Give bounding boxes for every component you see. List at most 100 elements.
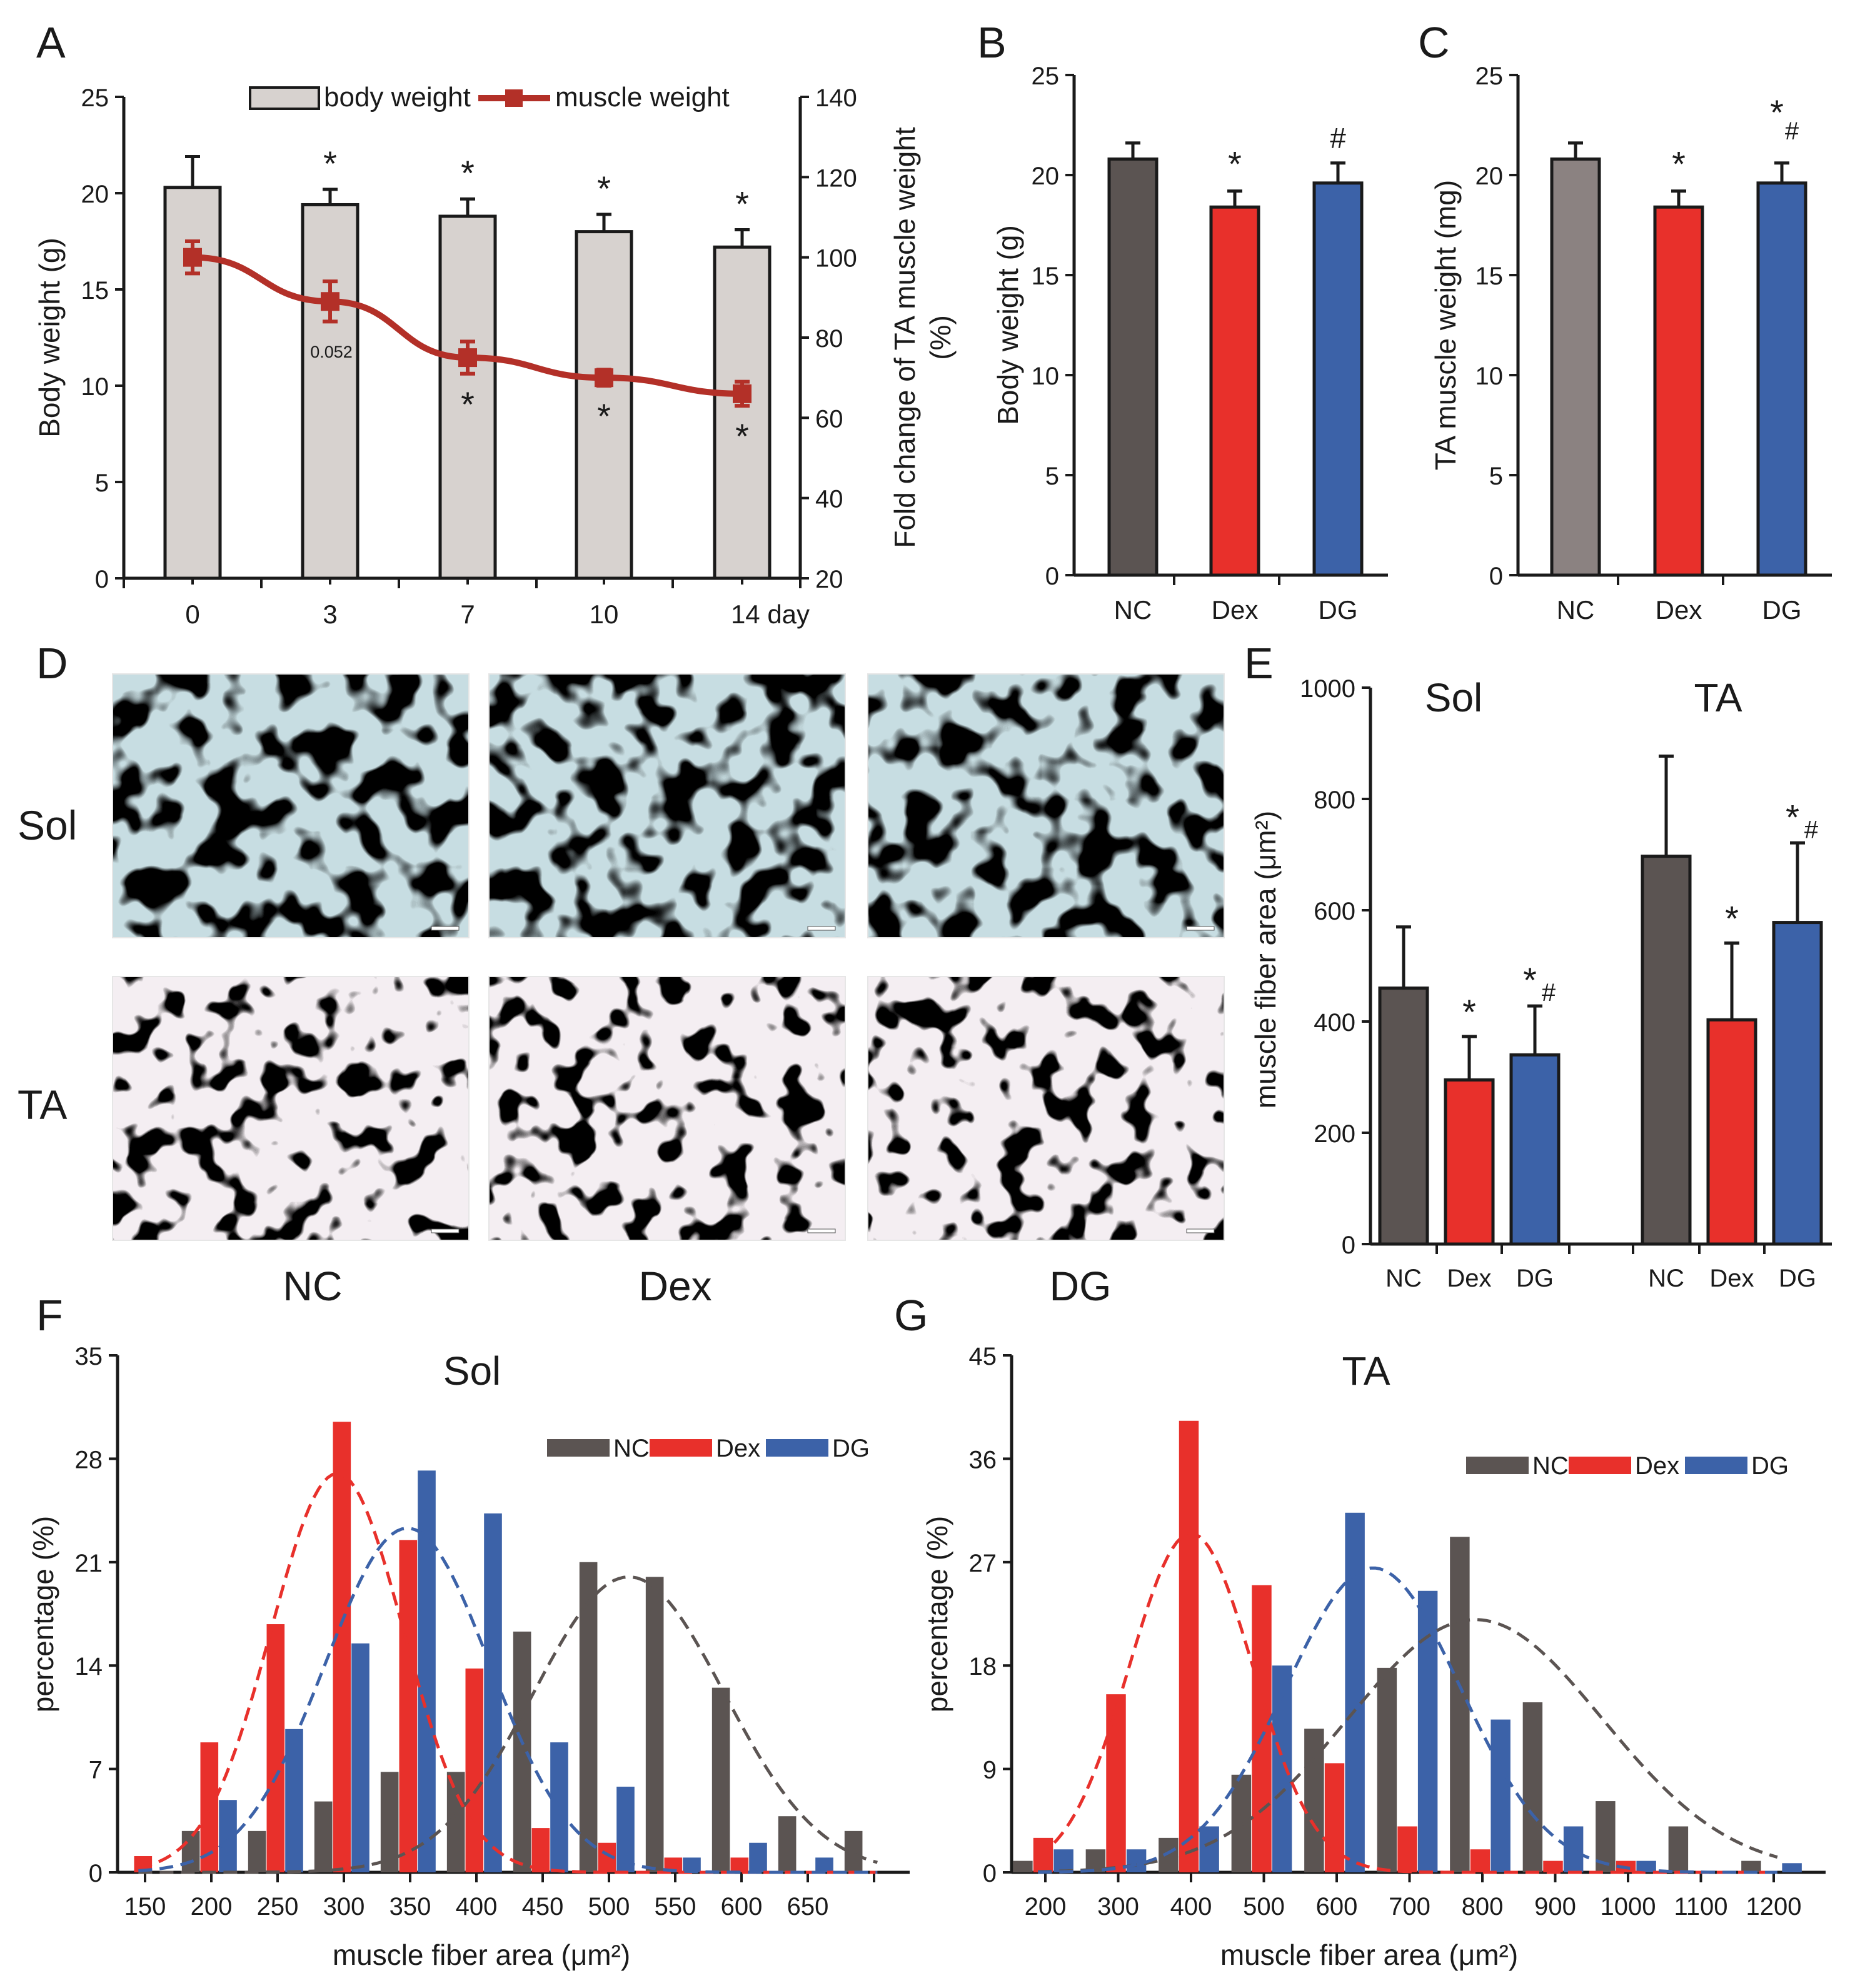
panel-a-significance: * * * * * * * bbox=[323, 144, 749, 456]
panel-f-y-tick-label: 35 bbox=[75, 1343, 103, 1370]
muscle-weight-marker bbox=[321, 292, 339, 311]
panel-c-significance-star: * bbox=[1770, 93, 1784, 132]
panel-g-bar-dg bbox=[1345, 1512, 1365, 1872]
panel-c-y-tick-label: 25 bbox=[1475, 63, 1504, 90]
panel-g-x-label: 800 bbox=[1462, 1893, 1504, 1920]
legend-muscle-weight-marker bbox=[505, 89, 523, 107]
panel-g-bar-dex bbox=[1033, 1837, 1053, 1872]
histology-ta-dex-tissue bbox=[489, 976, 845, 1240]
panel-c-bar-nc bbox=[1550, 157, 1601, 577]
panel-g-fit-curve-dg bbox=[1038, 1566, 1777, 1874]
panel-a-y-ticks: 0 5 10 15 20 25 bbox=[81, 84, 124, 593]
panel-g-legend-label-dg: DG bbox=[1751, 1452, 1789, 1480]
panel-g-legend-swatch-nc bbox=[1466, 1457, 1529, 1474]
panel-a-y-label: Body weight (g) bbox=[33, 238, 66, 438]
panel-e-significance-star: * bbox=[1462, 992, 1476, 1032]
histology-ta-nc-tissue bbox=[113, 976, 469, 1240]
panel-f-x-label: 550 bbox=[655, 1893, 696, 1920]
panel-g-fit-curve-dex bbox=[1037, 1532, 1777, 1874]
panel-f-bar-nc bbox=[248, 1830, 266, 1872]
panel-e-significance-star: * bbox=[1786, 797, 1799, 836]
panel-g-y-tick-label: 18 bbox=[969, 1653, 997, 1680]
panel-f-y-tick-label: 14 bbox=[75, 1653, 103, 1680]
panel-g-x-label: 1100 bbox=[1674, 1893, 1727, 1920]
histology-ta-nc-scale-bar bbox=[431, 1228, 460, 1233]
panel-e-y-tick-label: 1000 bbox=[1300, 675, 1355, 703]
panel-g-bar-dg bbox=[1126, 1849, 1147, 1872]
legend-body-weight-label: body weight bbox=[324, 82, 471, 113]
panel-e-bar-dg bbox=[1772, 921, 1823, 1246]
panel-g-legend: NC Dex DG bbox=[1466, 1452, 1789, 1480]
muscle-weight-marker bbox=[458, 348, 477, 368]
panel-d: Sol TA NC Dex DG bbox=[18, 673, 1225, 1309]
panel-f-y-tick-label: 0 bbox=[89, 1860, 103, 1887]
panel-g-legend-swatch-dg bbox=[1685, 1457, 1747, 1474]
panel-f-x-label: 250 bbox=[257, 1893, 299, 1920]
panel-c-x-label: NC bbox=[1557, 595, 1595, 625]
panel-f-x-label: 650 bbox=[787, 1893, 829, 1920]
histology-images bbox=[112, 673, 1225, 1241]
panel-f-x-label: 450 bbox=[522, 1893, 564, 1920]
histology-sol-nc-tissue bbox=[113, 674, 469, 938]
muscle-weight-line bbox=[192, 254, 743, 397]
panel-b-bar-dex bbox=[1209, 205, 1260, 577]
panel-g-title: TA bbox=[1342, 1348, 1390, 1393]
panel-f-bar-nc bbox=[844, 1830, 863, 1872]
panel-letters: A B C D E F G bbox=[36, 18, 1450, 1340]
panel-g-y-ticks: 0 9 18 27 36 45 bbox=[969, 1343, 1012, 1887]
panel-f-bar-dg bbox=[484, 1513, 502, 1872]
panel-a-y2-tick-label: 140 bbox=[815, 84, 857, 112]
muscle-weight-marker bbox=[183, 248, 202, 267]
panel-f-legend-label-dg: DG bbox=[832, 1435, 870, 1462]
panel-a-x-label: 14 day bbox=[731, 600, 810, 629]
histology-sol-dex-tissue bbox=[489, 674, 845, 938]
panel-f-title: Sol bbox=[443, 1348, 501, 1393]
panel-letter-f: F bbox=[36, 1291, 63, 1340]
panel-f-y-label: percentage (%) bbox=[27, 1516, 59, 1713]
panel-e-y-tick-label: 800 bbox=[1314, 786, 1355, 814]
panel-letter-g: G bbox=[894, 1291, 928, 1340]
panel-a-y2-tick-label: 60 bbox=[815, 405, 843, 433]
panel-f-bar-nc bbox=[513, 1631, 531, 1872]
panel-g-y-tick-label: 27 bbox=[969, 1550, 997, 1577]
histology-ta-dg-tissue bbox=[868, 976, 1224, 1240]
panel-e-y-tick-label: 400 bbox=[1314, 1009, 1355, 1037]
panel-f-fit-curve-nc bbox=[138, 1575, 878, 1874]
panel-g-bar-dex bbox=[1106, 1694, 1126, 1872]
histology-col-label-dg: DG bbox=[1050, 1263, 1112, 1309]
panel-f-bar-dex bbox=[531, 1828, 550, 1872]
panel-e-bar-dg bbox=[1509, 1053, 1561, 1246]
legend-muscle-weight-label: muscle weight bbox=[555, 82, 730, 113]
panel-f-bar-dg bbox=[815, 1857, 833, 1872]
panel-e-group-label-sol: Sol bbox=[1425, 675, 1483, 720]
panel-a-y-tick-label: 5 bbox=[95, 469, 109, 497]
histology-ta-nc-frame bbox=[112, 976, 470, 1241]
panel-f-legend-label-nc: NC bbox=[613, 1435, 650, 1462]
panel-f-x-label: 350 bbox=[390, 1893, 431, 1920]
panel-g: 0 9 18 27 36 45 200 300 400 500 600 700 800 900 1000 1… bbox=[921, 1343, 1826, 1971]
panel-f-legend-swatch-nc bbox=[547, 1439, 610, 1457]
body-weight-significance-star: * bbox=[461, 153, 475, 193]
panel-b-x-label: NC bbox=[1114, 595, 1152, 625]
panel-e-bar-dex bbox=[1444, 1078, 1495, 1246]
panel-f-bar-dg bbox=[616, 1786, 635, 1872]
panel-b-x-label: Dex bbox=[1212, 595, 1259, 625]
panel-g-bar-nc bbox=[1377, 1667, 1397, 1872]
panel-a-y2-tick-label: 40 bbox=[815, 486, 843, 513]
panel-f-x-label: 200 bbox=[191, 1893, 233, 1920]
panel-a-y-tick-label: 15 bbox=[81, 277, 109, 304]
panel-g-bar-dg bbox=[1053, 1849, 1073, 1872]
panel-g-bar-dg bbox=[1491, 1719, 1511, 1872]
panel-e-x-label: Dex bbox=[1447, 1265, 1491, 1292]
legend-body-weight-swatch bbox=[249, 86, 320, 110]
panel-a-y2-label-line2: (%) bbox=[924, 315, 957, 360]
panel-e-significance-hash: # bbox=[1542, 979, 1556, 1007]
panel-e-y-tick-label: 0 bbox=[1342, 1232, 1355, 1259]
panel-b-y-tick-label: 20 bbox=[1032, 163, 1060, 190]
panel-g-bar-dex bbox=[1397, 1826, 1417, 1872]
panel-g-bar-nc bbox=[1522, 1702, 1543, 1872]
panel-e-y-label: muscle fiber area (μm²) bbox=[1249, 811, 1282, 1108]
panel-a: 0 5 10 15 20 25 20 40 60 80 100 120 140 0 3 7 10 14 day… bbox=[33, 82, 957, 629]
panel-f-bar-nc bbox=[711, 1687, 730, 1872]
panel-a-y2-tick-label: 80 bbox=[815, 325, 843, 353]
